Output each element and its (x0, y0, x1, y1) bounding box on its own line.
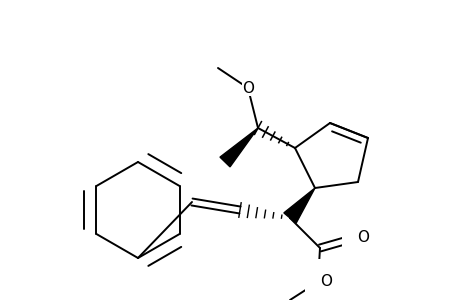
Polygon shape (219, 128, 257, 167)
Polygon shape (283, 188, 314, 223)
Text: O: O (356, 230, 368, 245)
Text: O: O (319, 274, 331, 290)
Text: O: O (241, 80, 253, 95)
